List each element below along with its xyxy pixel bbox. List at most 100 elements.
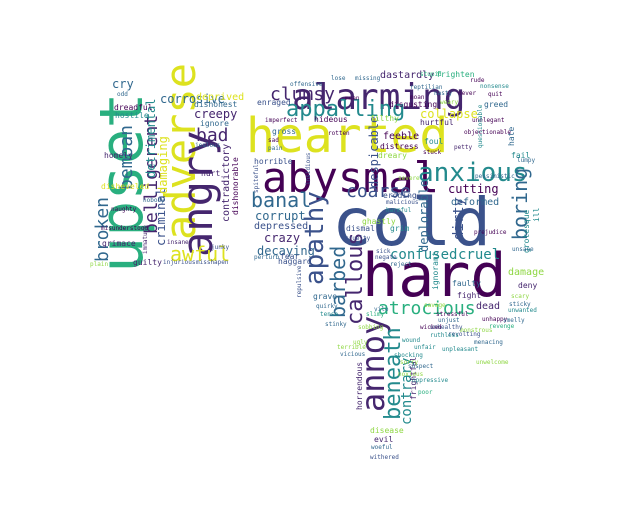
word-monstrous: monstrous	[460, 327, 493, 334]
word-suspect: suspect	[408, 363, 434, 370]
word-misshapen: misshapen	[196, 259, 229, 266]
word-scary: scary	[511, 293, 530, 300]
word-disease: disease	[370, 426, 404, 435]
word-unhealthy: unhealthy	[430, 324, 463, 331]
word-rude: rude	[470, 77, 485, 84]
word-grimace: grimace	[102, 239, 136, 248]
word-filthy: filthy	[370, 114, 399, 123]
word-faulty: faulty	[452, 279, 481, 288]
word-woeful: woeful	[371, 444, 393, 451]
word-dishonorable: dishonorable	[231, 157, 240, 215]
word-missing: missing	[355, 75, 381, 82]
word-ruthless: ruthless	[430, 332, 459, 339]
word-sick: sick	[376, 248, 391, 255]
word-feeble: feeble	[383, 131, 420, 142]
word-atrocious: atrocious	[378, 298, 476, 319]
word-vicious: vicious	[340, 351, 366, 358]
word-spiteful: spiteful	[253, 164, 260, 193]
word-frighten: frighten	[436, 70, 475, 79]
word-pessimistic: pessimistic	[475, 173, 515, 180]
word-plain: plain	[90, 261, 109, 268]
word-coarse: coarse	[346, 181, 412, 202]
word-naughty: naughty	[111, 206, 137, 213]
word-sticky: sticky	[509, 301, 531, 308]
word-hurtful: hurtful	[420, 118, 454, 127]
word-haggard: haggard	[278, 257, 312, 266]
word-misunderstood: misunderstood	[101, 225, 148, 232]
word-grim: grim	[390, 224, 410, 233]
word-appalling: appalling	[286, 97, 406, 122]
word-sad: sad	[268, 137, 279, 144]
word-malicious: malicious	[386, 199, 419, 206]
word-cruel: cruel	[458, 247, 501, 263]
word-dreadful: dreadful	[114, 103, 153, 112]
word-sobbing: sobbing	[358, 324, 384, 331]
word-decaying: decaying	[257, 244, 315, 258]
word-hideous: hideous	[314, 115, 348, 124]
word-ugly: ugly	[353, 339, 368, 346]
word-cruelty: cruelty	[345, 235, 371, 242]
word-unhappy: unhappy	[482, 316, 508, 323]
word-oppressive: oppressive	[412, 377, 449, 384]
word-reptilian: reptilian	[410, 84, 443, 91]
word-stupid: stupid	[420, 71, 442, 78]
word-lose: lose	[331, 75, 346, 82]
word-dastardly: dastardly	[380, 70, 435, 81]
word-horrendous: horrendous	[355, 361, 364, 410]
word-quirky: quirky	[316, 303, 338, 310]
word-distress: distress	[380, 142, 419, 151]
word-savage: savage	[424, 302, 446, 309]
word-cry: cry	[112, 77, 134, 91]
word-greed: greed	[484, 100, 509, 109]
word-nasty: nasty	[434, 90, 453, 97]
word-jealous: jealous	[195, 142, 221, 149]
word-imperfect: imperfect	[265, 117, 298, 124]
word-deprived: deprived	[196, 92, 245, 103]
word-menacing: menacing	[474, 339, 503, 346]
word-sorry: sorry	[400, 359, 419, 366]
word-poor: poor	[418, 389, 433, 396]
word-disgusting: disgusting	[389, 100, 438, 109]
word-clumsy: clumsy	[270, 84, 336, 105]
word-stressful: stressful	[436, 311, 469, 318]
word-prejudice: prejudice	[474, 229, 507, 236]
word-dismal: dismal	[346, 224, 375, 233]
word-evil: evil	[374, 435, 394, 444]
word-repulsive: repulsive	[296, 265, 303, 298]
word-odd: odd	[117, 91, 128, 98]
word-objectionable: objectionable	[464, 129, 511, 136]
word-hostile: hostile	[115, 111, 149, 120]
word-creepy: creepy	[194, 107, 238, 121]
word-insane: insane	[167, 239, 189, 246]
word-fear: fear	[280, 252, 300, 261]
word-confused: confused	[390, 247, 458, 263]
word-damage: damage	[508, 267, 545, 278]
word-hearted: hearted	[246, 108, 449, 164]
word-fail: fail	[511, 151, 531, 160]
word-disheveled: disheveled	[101, 182, 150, 191]
word-abysmal: abysmal	[262, 153, 440, 202]
word-questionable: questionable	[477, 104, 484, 148]
word-negate: negate	[375, 254, 397, 261]
word-unwelcome: unwelcome	[476, 359, 509, 366]
word-junky: junky	[211, 244, 230, 251]
word-depressed: depressed	[254, 221, 309, 232]
word-lumpy: lumpy	[517, 157, 536, 164]
word-alarming: alarming	[292, 77, 466, 118]
word-deplorable: deplorable	[417, 179, 431, 252]
word-guilty: guilty	[133, 258, 162, 267]
word-apathy: apathy	[300, 191, 330, 285]
word-bad: bad	[196, 125, 229, 146]
word-deformed: deformed	[451, 197, 500, 208]
word-smelly: smelly	[503, 317, 525, 324]
word-corrosive: corrosive	[160, 92, 226, 106]
word-anxious: anxious	[418, 158, 528, 188]
word-severe: severe	[398, 175, 420, 182]
word-enraged: enraged	[257, 98, 291, 107]
word-dead: dead	[476, 301, 501, 312]
word-wicked: wicked	[420, 324, 442, 331]
word-ill: ill	[532, 207, 541, 222]
word-unjust: unjust	[438, 317, 460, 324]
word-pain: pain	[268, 145, 283, 152]
word-revenge: revenge	[489, 323, 515, 330]
